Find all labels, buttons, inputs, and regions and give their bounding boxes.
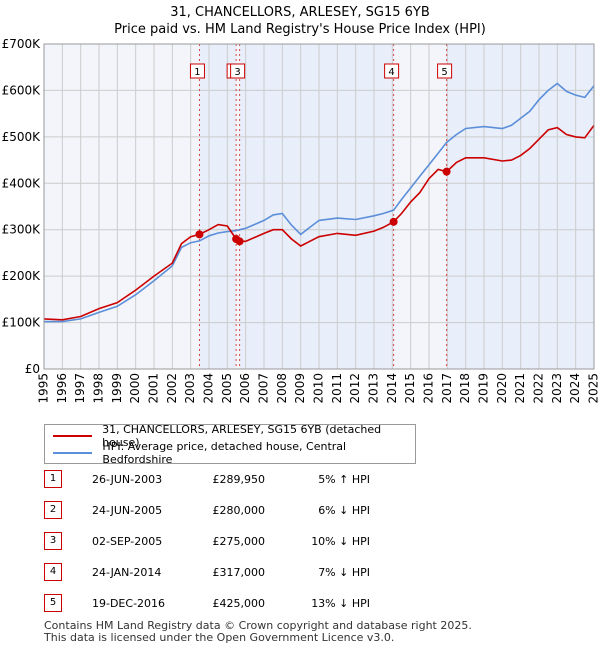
sale-number: 3 bbox=[44, 532, 62, 550]
sale-date: 02-SEP-2005 bbox=[92, 535, 163, 548]
x-tick-label: 2013 bbox=[367, 373, 381, 404]
x-tick-label: 2005 bbox=[220, 373, 234, 404]
sale-hpi-diff: 7% ↓ HPI bbox=[318, 566, 370, 579]
x-tick-label: 2012 bbox=[348, 373, 362, 404]
sale-row: 5 19-DEC-2016 £425,000 13% ↓ HPI bbox=[0, 594, 600, 614]
y-tick-label: £100K bbox=[2, 316, 42, 330]
x-tick-label: 2010 bbox=[312, 373, 326, 404]
x-tick-label: 2024 bbox=[568, 373, 582, 404]
footer-licence: This data is licensed under the Open Gov… bbox=[44, 631, 395, 644]
x-tick-label: 2006 bbox=[238, 373, 252, 404]
x-tick-label: 2018 bbox=[458, 373, 472, 404]
sale-date: 26-JUN-2003 bbox=[92, 473, 163, 486]
y-tick-label: £0 bbox=[25, 362, 40, 376]
sale-row: 2 24-JUN-2005 £280,000 6% ↓ HPI bbox=[0, 501, 600, 521]
x-tick-label: 2017 bbox=[440, 373, 454, 404]
sale-number: 5 bbox=[44, 594, 62, 612]
footer: Contains HM Land Registry data © Crown c… bbox=[44, 620, 472, 644]
legend-swatch-property bbox=[53, 435, 93, 437]
y-tick-label: £600K bbox=[2, 83, 42, 97]
x-tick-label: 2008 bbox=[275, 373, 289, 404]
sale-date: 24-JUN-2005 bbox=[92, 504, 163, 517]
sale-number: 1 bbox=[44, 470, 62, 488]
x-tick-label: 2009 bbox=[293, 373, 307, 404]
x-tick-label: 2016 bbox=[422, 373, 436, 404]
sale-row: 1 26-JUN-2003 £289,950 5% ↑ HPI bbox=[0, 470, 600, 490]
y-tick-label: £200K bbox=[2, 269, 42, 283]
sale-number: 2 bbox=[44, 501, 62, 519]
x-tick-label: 2007 bbox=[257, 373, 271, 404]
legend-label-property: 31, CHANCELLORS, ARLESEY, SG15 6YB (deta… bbox=[102, 423, 382, 449]
sale-marker-3 bbox=[235, 237, 244, 246]
x-tick-label: 2014 bbox=[385, 373, 399, 404]
sale-marker-4 bbox=[389, 217, 398, 226]
chart-subtitle: Price paid vs. HM Land Registry's House … bbox=[114, 22, 486, 37]
legend-label-hpi: HPI: Average price, detached house, Cent… bbox=[102, 440, 347, 466]
sale-hpi-diff: 6% ↓ HPI bbox=[318, 504, 370, 517]
price-chart: £0 £100K £200K £300K £400K £500K £600K £700K 199… bbox=[2, 37, 600, 404]
sale-box-label-5: 5 bbox=[441, 67, 447, 78]
sale-box-label-1: 1 bbox=[194, 67, 200, 78]
y-tick-label: £500K bbox=[2, 130, 42, 144]
x-tick-label: 2021 bbox=[513, 373, 527, 404]
x-tick-label: 1995 bbox=[37, 373, 51, 404]
sale-price: £289,950 bbox=[212, 473, 266, 486]
plot-border bbox=[43, 43, 595, 370]
legend: 31, CHANCELLORS, ARLESEY, SG15 6YB (deta… bbox=[44, 423, 416, 466]
y-tick-label: £300K bbox=[2, 223, 42, 237]
sale-price: £280,000 bbox=[212, 504, 266, 517]
sale-box-3 bbox=[230, 63, 246, 79]
legend-item-property: 31, CHANCELLORS, ARLESEY, SG15 6YB (deta… bbox=[53, 423, 415, 449]
x-tick-label: 1996 bbox=[55, 373, 69, 404]
x-tick-label: 1999 bbox=[110, 373, 124, 404]
legend-item-hpi: HPI: Average price, detached house, Cent… bbox=[53, 440, 415, 466]
sale-price: £425,000 bbox=[212, 597, 266, 610]
y-tick-label: £400K bbox=[2, 176, 42, 190]
x-tick-label: 2001 bbox=[147, 373, 161, 404]
x-tick-label: 2003 bbox=[183, 373, 197, 404]
x-tick-label: 2019 bbox=[477, 373, 491, 404]
sale-price: £275,000 bbox=[212, 535, 266, 548]
shaded-span-1 bbox=[199, 44, 237, 369]
sale-box-label-3: 3 bbox=[234, 67, 240, 78]
x-tick-label: 2023 bbox=[550, 373, 564, 404]
x-tick-label: 2004 bbox=[202, 373, 216, 404]
hpi-line bbox=[44, 82, 595, 323]
chart-title: 31, CHANCELLORS, ARLESEY, SG15 6YB bbox=[170, 5, 430, 20]
x-tick-label: 2020 bbox=[495, 373, 509, 404]
sale-date: 19-DEC-2016 bbox=[92, 597, 166, 610]
sale-price: £317,000 bbox=[212, 566, 266, 579]
x-tick-label: 2011 bbox=[330, 373, 344, 404]
property-line bbox=[43, 124, 595, 321]
legend-swatch-hpi bbox=[53, 452, 93, 454]
sale-row: 3 02-SEP-2005 £275,000 10% ↓ HPI bbox=[0, 532, 600, 552]
x-tick-label: 2022 bbox=[532, 373, 546, 404]
sale-marker-5 bbox=[442, 167, 451, 176]
sale-hpi-diff: 10% ↓ HPI bbox=[311, 535, 370, 548]
y-tick-label: £700K bbox=[2, 37, 42, 51]
x-tick-label: 1997 bbox=[73, 373, 87, 404]
x-tick-label: 2000 bbox=[128, 373, 142, 404]
x-tick-label: 2015 bbox=[403, 373, 417, 404]
x-tick-label: 2025 bbox=[587, 373, 600, 404]
shaded-span-2 bbox=[239, 44, 394, 369]
x-tick-label: 2002 bbox=[165, 373, 179, 404]
sale-hpi-diff: 13% ↓ HPI bbox=[311, 597, 370, 610]
sale-box-1 bbox=[189, 63, 205, 79]
sale-box-label-4: 4 bbox=[388, 67, 394, 78]
x-tick-label: 1998 bbox=[92, 373, 106, 404]
sale-box-4 bbox=[384, 63, 400, 79]
sale-hpi-diff: 5% ↑ HPI bbox=[318, 473, 370, 486]
sale-date: 24-JAN-2014 bbox=[92, 566, 162, 579]
sale-box-5 bbox=[437, 63, 453, 79]
sale-marker-1 bbox=[195, 230, 204, 239]
footer-copyright: Contains HM Land Registry data © Crown c… bbox=[44, 619, 472, 632]
sale-row: 4 24-JAN-2014 £317,000 7% ↓ HPI bbox=[0, 563, 600, 583]
sale-number: 4 bbox=[44, 563, 62, 581]
